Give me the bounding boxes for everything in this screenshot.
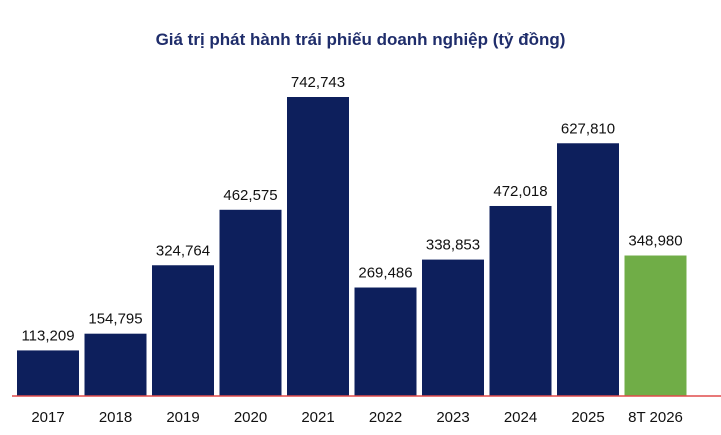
bar-2023 <box>422 259 484 396</box>
x-tick-label: 2017 <box>31 409 64 426</box>
x-tick-label: 2023 <box>436 409 469 426</box>
bar-2017 <box>17 350 79 396</box>
value-label: 154,795 <box>88 311 142 328</box>
x-tick-label: 2024 <box>504 409 537 426</box>
x-tick-label: 2021 <box>301 409 334 426</box>
bar-2024 <box>489 205 552 396</box>
x-tick-label: 2022 <box>369 409 402 426</box>
bar-2018 <box>84 333 147 396</box>
value-label: 627,810 <box>561 120 615 137</box>
x-tick-label: 2019 <box>166 409 199 426</box>
bar-2025 <box>557 143 619 396</box>
value-label: 269,486 <box>358 265 412 282</box>
bar-2021 <box>287 97 349 396</box>
chart-title: Giá trị phát hành trái phiếu doanh nghiệ… <box>155 30 566 49</box>
value-label: 462,575 <box>223 187 277 204</box>
x-tick-label: 2018 <box>99 409 132 426</box>
value-label: 338,853 <box>426 237 480 254</box>
x-tick-label: 2020 <box>234 409 267 426</box>
bar-2019 <box>152 265 214 396</box>
bar-2022 <box>354 287 417 396</box>
value-label: 324,764 <box>156 242 210 259</box>
x-tick-label: 2025 <box>571 409 604 426</box>
x-tick-label: 8T 2026 <box>628 409 683 426</box>
bar-8t-2026 <box>624 255 687 396</box>
bar-2020 <box>219 209 282 396</box>
value-label: 348,980 <box>628 233 682 250</box>
value-label: 742,743 <box>291 74 345 91</box>
value-label: 113,209 <box>21 327 74 344</box>
value-label: 472,018 <box>493 183 547 200</box>
